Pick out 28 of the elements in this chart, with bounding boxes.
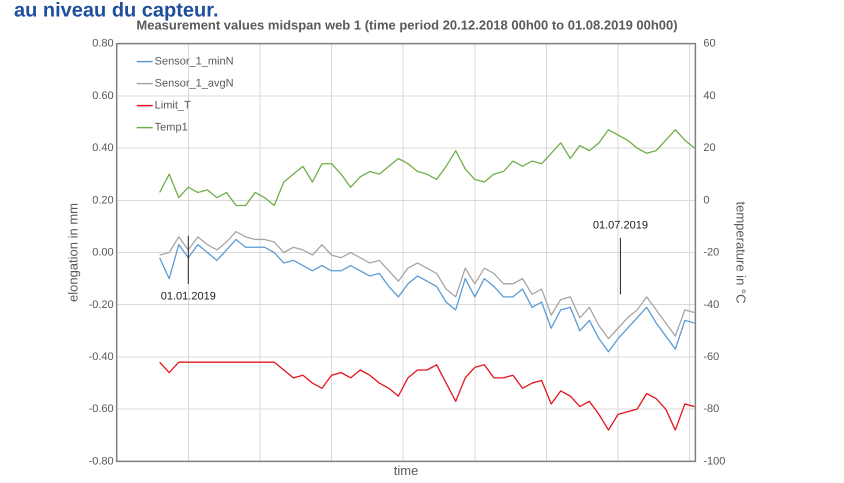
y-tick-label: -0.40: [88, 350, 114, 363]
y-tick-label: 0.80: [92, 38, 114, 50]
y2-tick-label: -80: [703, 403, 720, 416]
text: au niveau du capteur.: [14, 0, 219, 22]
legend-label: Sensor_1_minN: [154, 56, 234, 68]
y-axis-title: elongation in mm: [65, 203, 80, 302]
y2-tick-label: 0: [703, 194, 710, 206]
y-tick-label: 0.40: [92, 142, 114, 154]
x-axis-title: time: [394, 462, 418, 478]
annotation: 01.07.2019: [592, 219, 648, 232]
legend-label: Temp1: [154, 122, 188, 134]
y-tick-label: 0.00: [92, 246, 114, 259]
y-tick-label: 0.20: [92, 194, 114, 206]
y2-tick-label: 60: [703, 38, 716, 50]
y2-tick-label: 20: [703, 142, 716, 154]
legend-label: Sensor_1_avgN: [154, 78, 234, 90]
y-tick-label: -0.80: [88, 455, 114, 468]
y-tick-label: -0.60: [88, 403, 114, 416]
annotation: 01.01.2019: [160, 290, 216, 302]
y2-tick-label: 40: [703, 90, 716, 102]
y2-tick-label: -20: [703, 246, 720, 259]
y2-axis-title: temperature in °C: [734, 201, 749, 304]
y2-tick-label: -100: [703, 455, 726, 468]
y2-tick-label: -60: [703, 350, 720, 363]
y2-tick-label: -40: [703, 298, 720, 311]
y-tick-label: 0.60: [92, 90, 114, 102]
y-tick-label: -0.20: [88, 298, 114, 311]
legend-label: Limit_T: [154, 100, 192, 112]
